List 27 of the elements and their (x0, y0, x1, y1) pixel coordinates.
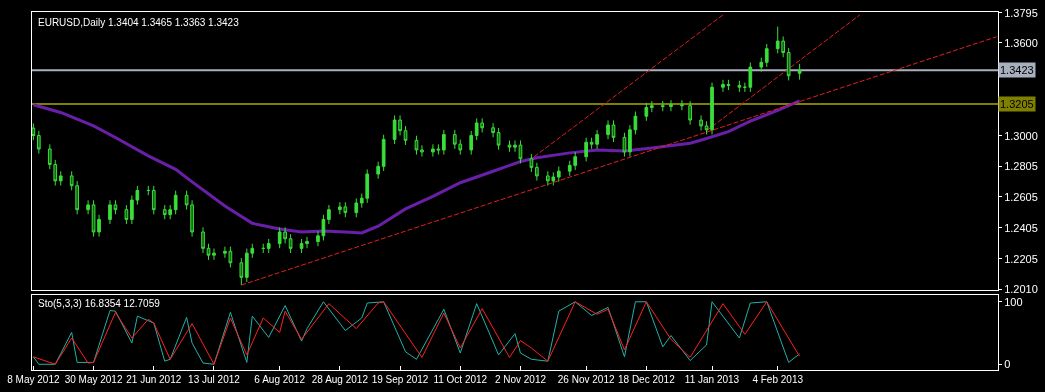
x-tick-label: 11 Oct 2012 (433, 373, 488, 385)
ref-line-label: 1.3423 (1000, 64, 1034, 76)
x-tick-label: 30 May 2012 (64, 373, 123, 385)
y-tick-label: 0 (1004, 358, 1011, 371)
y-tick-label: 1.3000 (1004, 129, 1038, 142)
ref-line-label: 1.3205 (1000, 98, 1034, 110)
text: EURUSD,Daily 1.3404 1.3465 1.3363 1.3423 (38, 17, 240, 28)
chart-title: Sto(5,3,3) 16.8354 12.7059 (38, 298, 161, 309)
x-tick-label: 4 Feb 2013 (752, 373, 804, 385)
x-tick-label: 6 Aug 2012 (254, 373, 306, 385)
y-tick-label: 100 (1004, 295, 1023, 308)
y-tick-label: 1.3600 (1004, 36, 1038, 49)
y-tick-label: 1.2010 (1004, 282, 1038, 295)
x-tick-label: 26 Nov 2012 (557, 373, 615, 385)
y-tick-label: 1.2605 (1004, 190, 1038, 203)
x-tick-label: 2 Nov 2012 (494, 373, 547, 385)
x-tick-label: 19 Sep 2012 (371, 373, 429, 385)
x-tick-label: 28 Aug 2012 (311, 373, 369, 385)
x-tick-label: 21 Jun 2012 (126, 373, 182, 385)
x-tick-label: 8 May 2012 (7, 373, 60, 385)
y-tick-label: 1.2205 (1004, 252, 1038, 265)
x-tick-label: 13 Jul 2012 (188, 373, 241, 385)
y-tick-label: 1.2805 (1004, 159, 1038, 172)
x-tick-label: 11 Jan 2013 (684, 373, 740, 385)
y-tick-label: 1.2405 (1004, 221, 1038, 234)
x-tick-label: 18 Dec 2012 (617, 373, 676, 385)
y-tick-label: 1.3795 (1004, 6, 1038, 19)
